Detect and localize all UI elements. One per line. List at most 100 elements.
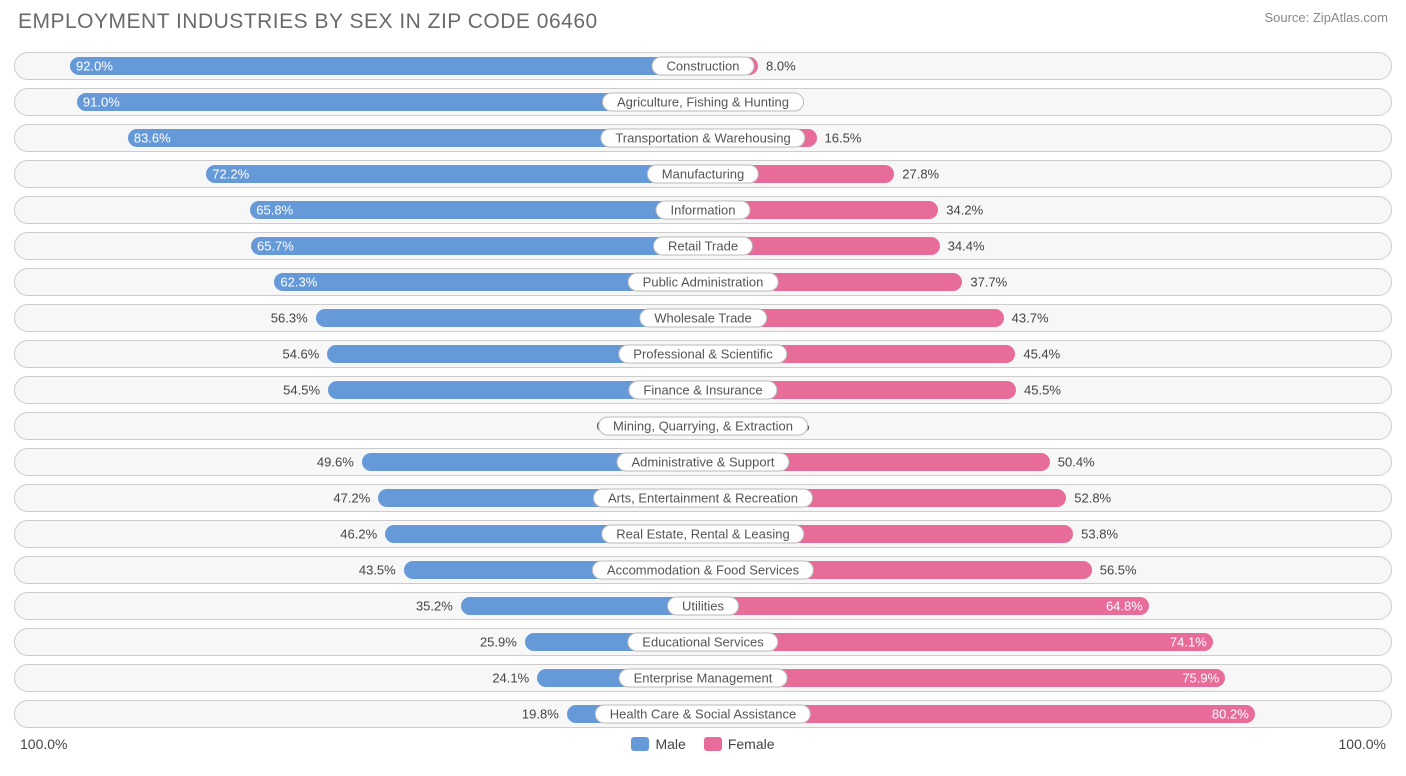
female-half: 9.0% [703,89,1391,115]
male-half: 65.8% [15,197,703,223]
swatch-female [704,737,722,751]
male-pct-label: 92.0% [76,59,113,74]
legend-item-female: Female [704,736,775,752]
category-label: Accommodation & Food Services [592,561,814,580]
female-pct-label: 50.4% [1050,455,1095,470]
category-label: Public Administration [628,273,779,292]
category-label: Transportation & Warehousing [600,129,805,148]
male-half: 72.2% [15,161,703,187]
female-half: 16.5% [703,125,1391,151]
female-pct-label: 34.4% [940,239,985,254]
female-pct-label: 43.7% [1004,311,1049,326]
male-bar: 92.0% [70,57,703,75]
legend-label-female: Female [728,736,775,752]
axis-label-right: 100.0% [1339,736,1386,752]
chart-footer: 100.0% Male Female 100.0% [14,736,1392,752]
category-label: Professional & Scientific [618,345,787,364]
female-bar: 64.8% [703,597,1149,615]
female-half: 64.8% [703,593,1391,619]
male-half: 24.1% [15,665,703,691]
chart-source: Source: ZipAtlas.com [1264,10,1388,25]
chart-row: 56.3% 43.7% Wholesale Trade [14,304,1392,332]
male-pct-label: 91.0% [83,95,120,110]
legend: Male Female [631,736,774,752]
male-half: 49.6% [15,449,703,475]
female-pct-label: 80.2% [1212,707,1249,722]
chart-title: EMPLOYMENT INDUSTRIES BY SEX IN ZIP CODE… [18,10,598,34]
chart-row: 83.6% 16.5% Transportation & Warehousing [14,124,1392,152]
female-half: 8.0% [703,53,1391,79]
female-half: 45.5% [703,377,1391,403]
axis-label-left: 100.0% [20,736,67,752]
female-pct-label: 75.9% [1182,671,1219,686]
chart-header: EMPLOYMENT INDUSTRIES BY SEX IN ZIP CODE… [14,10,1392,34]
category-label: Retail Trade [653,237,753,256]
female-pct-label: 52.8% [1066,491,1111,506]
female-pct-label: 27.8% [894,167,939,182]
male-half: 35.2% [15,593,703,619]
male-pct-label: 49.6% [317,455,362,470]
category-label: Manufacturing [647,165,759,184]
female-half: 74.1% [703,629,1391,655]
category-label: Enterprise Management [619,669,788,688]
female-half: 27.8% [703,161,1391,187]
chart-row: 54.6%45.4%Professional & Scientific [14,340,1392,368]
male-pct-label: 65.8% [256,203,293,218]
male-pct-label: 62.3% [280,275,317,290]
male-pct-label: 72.2% [212,167,249,182]
male-pct-label: 56.3% [271,311,316,326]
chart-row: 24.1% 75.9% Enterprise Management [14,664,1392,692]
chart-area: 92.0%8.0%Construction91.0%9.0%Agricultur… [14,52,1392,728]
chart-row: 46.2% 53.8% Real Estate, Rental & Leasing [14,520,1392,548]
female-half: 34.2% [703,197,1391,223]
female-half: 75.9% [703,665,1391,691]
male-bar: 65.8% [250,201,703,219]
male-half: 54.5% [15,377,703,403]
category-label: Real Estate, Rental & Leasing [601,525,804,544]
male-pct-label: 46.2% [340,527,385,542]
female-pct-label: 53.8% [1073,527,1118,542]
male-pct-label: 24.1% [492,671,537,686]
category-label: Mining, Quarrying, & Extraction [598,417,808,436]
female-pct-label: 37.7% [962,275,1007,290]
chart-row: 25.9% 74.1%Educational Services [14,628,1392,656]
chart-row: 65.7% 34.4% Retail Trade [14,232,1392,260]
category-label: Arts, Entertainment & Recreation [593,489,813,508]
female-pct-label: 16.5% [817,131,862,146]
male-pct-label: 54.5% [283,383,328,398]
female-half: 34.4% [703,233,1391,259]
female-half: 37.7% [703,269,1391,295]
female-half: 43.7% [703,305,1391,331]
male-pct-label: 65.7% [257,239,294,254]
male-pct-label: 35.2% [416,599,461,614]
category-label: Educational Services [627,633,778,652]
chart-row: 43.5%56.5%Accommodation & Food Services [14,556,1392,584]
female-pct-label: 45.5% [1016,383,1061,398]
male-bar: 65.7% [251,237,703,255]
male-pct-label: 47.2% [333,491,378,506]
female-pct-label: 34.2% [938,203,983,218]
male-pct-label: 25.9% [480,635,525,650]
chart-row: 72.2% 27.8% Manufacturing [14,160,1392,188]
chart-row: 91.0% 9.0%Agriculture, Fishing & Hunting [14,88,1392,116]
category-label: Agriculture, Fishing & Hunting [602,93,804,112]
female-pct-label: 64.8% [1106,599,1143,614]
legend-label-male: Male [655,736,685,752]
male-bar: 72.2% [206,165,703,183]
chart-row: 47.2% 52.8% Arts, Entertainment & Recreati… [14,484,1392,512]
male-half: 92.0% [15,53,703,79]
chart-row: 49.6% 50.4% Administrative & Support [14,448,1392,476]
chart-row: 62.3% 37.7% Public Administration [14,268,1392,296]
male-half: 91.0% [15,89,703,115]
category-label: Health Care & Social Assistance [595,705,811,724]
male-pct-label: 83.6% [134,131,171,146]
category-label: Administrative & Support [616,453,789,472]
chart-row: 54.5% 45.5% Finance & Insurance [14,376,1392,404]
category-label: Wholesale Trade [639,309,767,328]
category-label: Information [655,201,750,220]
female-bar: 74.1% [703,633,1213,651]
male-pct-label: 19.8% [522,707,567,722]
male-half: 54.6% [15,341,703,367]
category-label: Finance & Insurance [628,381,777,400]
swatch-male [631,737,649,751]
